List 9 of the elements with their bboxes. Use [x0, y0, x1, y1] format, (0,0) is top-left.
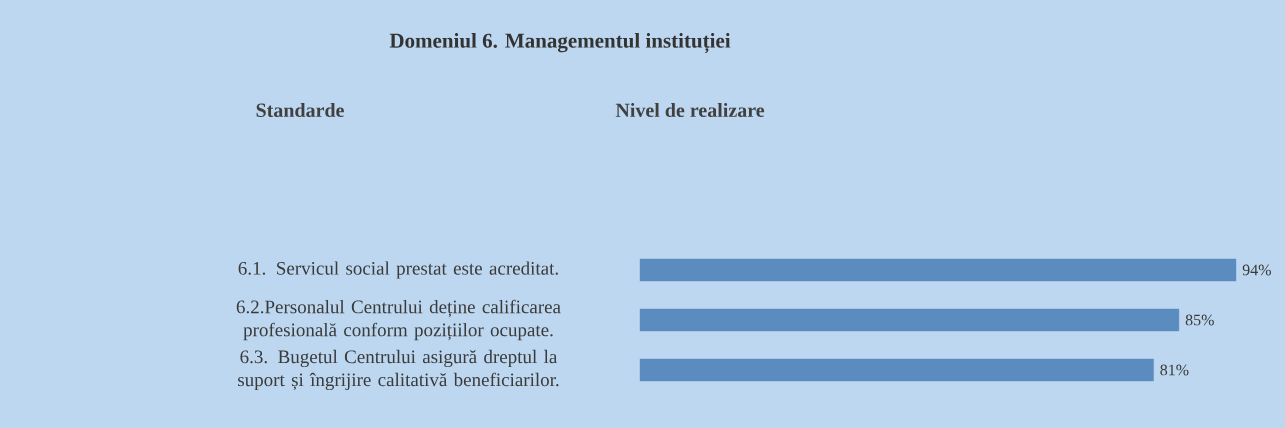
text: Standarde [256, 102, 344, 118]
data-label: 81% [1160, 364, 1189, 376]
text: Nivel de realizare [615, 102, 765, 118]
y-tick-label: 6.3. Bugetul Centrului asigură dreptul la suport și îngrijire calitativă beneficiarilor. [238, 349, 559, 391]
y-tick-label: 6.1. Servicul social prestat este acreditat. [238, 261, 558, 279]
y-tick-label: 6.2.Personalul Centrului deține calificarea profesională conform pozițiilor ocupate. [236, 299, 561, 341]
data-label: 94% [1242, 264, 1271, 276]
chart-title: Domeniul 6. Managementul instituției [389, 33, 731, 53]
data-label: 85% [1185, 314, 1214, 326]
